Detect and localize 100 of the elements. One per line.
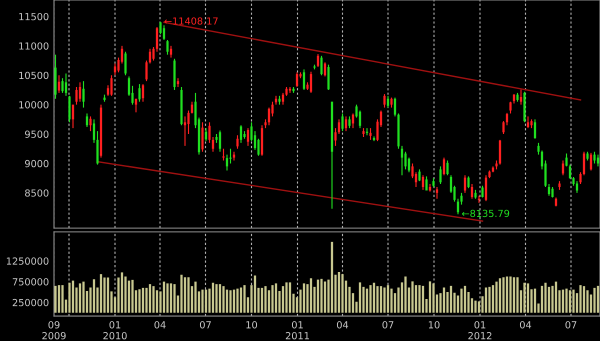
y-tick-label: 8500 (25, 189, 48, 197)
candlestick (484, 174, 488, 202)
y-tick-label: 11500 (19, 12, 48, 20)
candlestick (439, 166, 442, 185)
bar (366, 288, 368, 313)
x-tick-label: 10 (246, 321, 258, 328)
x-tick-label: 10 (428, 321, 440, 328)
x-tick-label: 07 (382, 321, 394, 328)
bar (341, 274, 344, 313)
bar (204, 290, 208, 313)
bar (523, 282, 526, 313)
bar (390, 288, 393, 313)
bar (534, 288, 536, 313)
candlestick (226, 154, 228, 172)
bar (376, 286, 379, 313)
bar (369, 285, 372, 313)
bar (582, 286, 586, 313)
candlestick (464, 174, 466, 194)
bar (442, 288, 446, 313)
candlestick (156, 26, 158, 52)
candlestick (212, 136, 214, 152)
candlestick (579, 172, 582, 185)
bar (184, 277, 186, 313)
y-tick-label: 750000 (12, 278, 48, 286)
bar (187, 277, 190, 313)
candlestick (204, 128, 208, 142)
bar (498, 278, 502, 313)
bar (264, 286, 267, 313)
bar (148, 284, 152, 313)
y-tick-label: 10000 (19, 101, 48, 108)
y-tick-label: 9500 (25, 130, 48, 138)
bar (232, 290, 236, 313)
candlestick (201, 122, 204, 152)
bar (460, 288, 463, 313)
candlestick (114, 62, 116, 76)
candlestick (565, 152, 568, 167)
y-tick-label: 1250000 (6, 257, 48, 265)
candlestick (512, 94, 516, 104)
annotation: ←11408.17 (164, 17, 218, 25)
bar (58, 285, 60, 313)
bar (103, 278, 106, 313)
bar (61, 285, 64, 313)
candlestick (551, 186, 554, 198)
candlestick (369, 128, 372, 140)
bar (495, 282, 498, 313)
bar (282, 286, 284, 313)
bar (502, 277, 505, 313)
y-tick-label: 250000 (12, 298, 48, 306)
bar (215, 284, 218, 313)
candlestick (358, 110, 362, 129)
bar (414, 285, 418, 313)
candlestick (341, 112, 344, 132)
candlestick (590, 152, 592, 172)
bar (222, 286, 225, 313)
y-tick-label: 11000 (19, 42, 48, 50)
bar (173, 284, 176, 313)
bar (162, 282, 166, 313)
bar (572, 290, 575, 313)
bar (383, 288, 386, 313)
bar (271, 285, 274, 313)
bar (544, 282, 547, 313)
bar (226, 290, 228, 313)
bar (492, 285, 494, 313)
bar (386, 285, 390, 313)
bar (418, 285, 421, 313)
bar (152, 286, 155, 313)
candlestick (596, 154, 600, 167)
bar (554, 282, 558, 313)
candlestick (58, 74, 60, 94)
candlestick (296, 72, 298, 88)
x-tick-label: 01 2012 (468, 321, 492, 340)
candlestick (506, 112, 508, 126)
bar (512, 277, 516, 313)
bar (372, 282, 376, 313)
annotation: ←8135.79 (462, 210, 510, 218)
candlestick (162, 24, 166, 41)
x-tick-label: 01 2011 (286, 321, 309, 340)
x-tick-label: 04 (520, 321, 532, 328)
bar (68, 282, 71, 313)
bar (236, 288, 239, 313)
candlestick (254, 130, 256, 150)
candlestick (327, 64, 330, 91)
bar (562, 290, 564, 313)
y-tick-label: 9000 (25, 160, 48, 168)
bar (82, 282, 85, 313)
bar (106, 278, 110, 313)
bar (316, 280, 320, 313)
x-tick-label: 01 2010 (103, 321, 127, 340)
bar (194, 282, 197, 313)
bar (72, 280, 74, 313)
bar (380, 286, 382, 313)
bar (243, 285, 246, 313)
bar (484, 288, 488, 313)
bar (474, 300, 477, 313)
candlestick (148, 48, 152, 64)
x-tick-label: 04 (154, 321, 166, 328)
y-tick-label: 10500 (19, 72, 48, 80)
bar (579, 285, 582, 313)
candlestick (348, 116, 351, 129)
candlestick (72, 104, 74, 129)
